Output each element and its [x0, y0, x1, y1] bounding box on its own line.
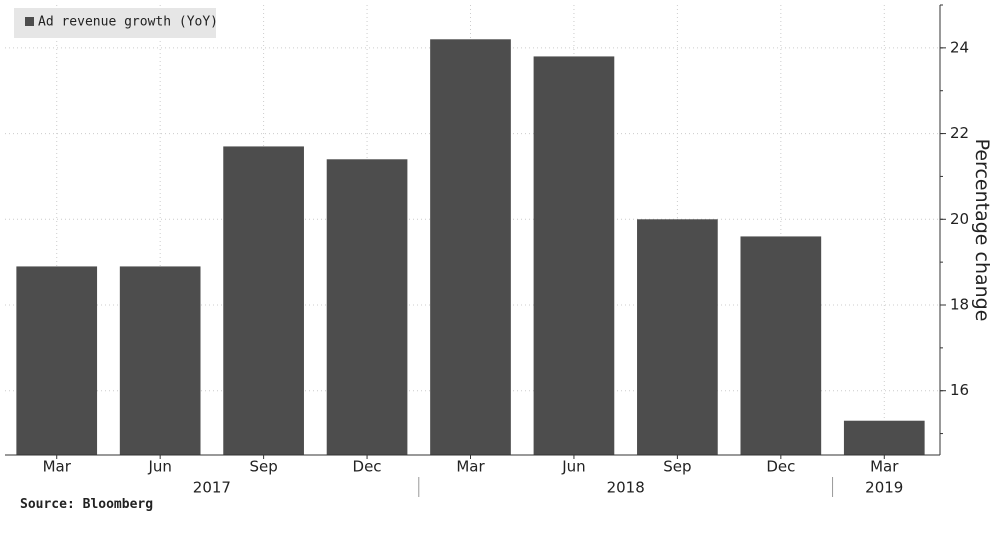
y-tick-label: 18 — [950, 296, 969, 314]
y-tick-label: 22 — [950, 124, 969, 142]
bar — [740, 236, 822, 455]
x-group-label: 2017 — [193, 479, 231, 497]
bar — [223, 146, 304, 455]
x-tick-label: Sep — [249, 458, 277, 476]
x-tick-label: Dec — [353, 458, 382, 476]
bar — [533, 56, 615, 456]
x-tick-label: Dec — [766, 458, 795, 476]
bar — [326, 159, 408, 456]
x-tick-label: Sep — [663, 458, 691, 476]
source: Source: Bloomberg — [20, 497, 153, 512]
x-group-label: 2018 — [607, 479, 645, 497]
bar — [637, 219, 718, 455]
bar — [16, 266, 98, 455]
x-group-label: 2019 — [865, 479, 903, 497]
y-axis-title: Percentage change — [971, 139, 993, 322]
bar — [843, 420, 925, 455]
x-tick-label: Mar — [870, 458, 899, 476]
bar — [430, 39, 511, 456]
legend-label: Ad revenue growth (YoY) — [38, 15, 218, 30]
x-tick-label: Jun — [147, 458, 171, 476]
x-tick-label: Mar — [456, 458, 485, 476]
legend-box — [14, 8, 216, 38]
x-tick-label: Jun — [561, 458, 585, 476]
x-tick-label: Mar — [43, 458, 72, 476]
legend-swatch — [25, 17, 34, 26]
bar — [119, 266, 201, 455]
y-tick-label: 20 — [950, 210, 969, 228]
y-tick-label: 16 — [950, 381, 969, 399]
y-tick-label: 24 — [950, 38, 969, 56]
